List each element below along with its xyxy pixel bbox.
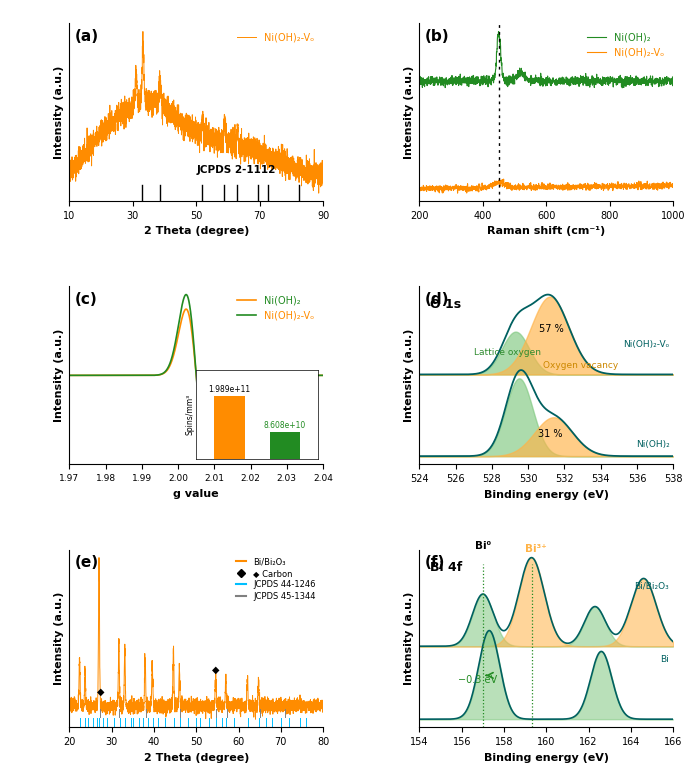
Y-axis label: Intensity (a.u.): Intensity (a.u.) [404,592,414,685]
Text: Bi³⁺: Bi³⁺ [525,544,547,554]
Y-axis label: Intensity (a.u.): Intensity (a.u.) [404,328,414,422]
Text: (f): (f) [425,555,445,570]
X-axis label: Raman shift (cm⁻¹): Raman shift (cm⁻¹) [487,227,605,236]
Text: Bi: Bi [660,655,669,664]
Text: Ni(OH)₂-Vₒ: Ni(OH)₂-Vₒ [623,340,670,350]
X-axis label: g value: g value [174,489,219,498]
Text: O 1s: O 1s [430,298,461,310]
Legend: Ni(OH)₂, Ni(OH)₂-Vₒ: Ni(OH)₂, Ni(OH)₂-Vₒ [233,292,319,324]
Text: Ni(OH)₂: Ni(OH)₂ [636,439,670,449]
Y-axis label: Intensity (a.u.): Intensity (a.u.) [54,328,64,422]
Text: (b): (b) [425,29,449,44]
Text: Bi⁰: Bi⁰ [475,541,491,551]
X-axis label: Binding energy (eV): Binding energy (eV) [484,490,609,500]
Text: (e): (e) [74,555,99,570]
Text: Oxygen vacancy: Oxygen vacancy [543,361,618,370]
X-axis label: 2 Theta (degree): 2 Theta (degree) [144,752,249,762]
Legend: Ni(OH)₂-Vₒ: Ni(OH)₂-Vₒ [233,28,319,46]
Text: (a): (a) [74,29,99,44]
Text: (d): (d) [425,292,449,307]
X-axis label: Binding energy (eV): Binding energy (eV) [484,752,609,762]
Text: ◆: ◆ [97,687,105,697]
Text: −0.3 eV: −0.3 eV [457,675,497,685]
Y-axis label: Intensity (a.u.): Intensity (a.u.) [54,592,64,685]
Text: JCPDS 2-1112: JCPDS 2-1112 [196,165,276,174]
Text: ◆: ◆ [212,665,219,675]
Y-axis label: Intensity (a.u.): Intensity (a.u.) [54,66,64,159]
Legend: Bi/Bi₂O₃, ◆ Carbon, JCPDS 44-1246, JCPDS 45-1344: Bi/Bi₂O₃, ◆ Carbon, JCPDS 44-1246, JCPDS… [233,554,319,604]
Text: Bi/Bi₂O₃: Bi/Bi₂O₃ [634,582,669,591]
X-axis label: 2 Theta (degree): 2 Theta (degree) [144,227,249,236]
Text: Lattice oxygen: Lattice oxygen [474,348,541,357]
Y-axis label: Intensity (a.u.): Intensity (a.u.) [404,66,414,159]
Text: (c): (c) [74,292,97,307]
Text: 31 %: 31 % [538,429,562,439]
Legend: Ni(OH)₂, Ni(OH)₂-Vₒ: Ni(OH)₂, Ni(OH)₂-Vₒ [583,28,668,61]
Text: 57 %: 57 % [539,324,564,334]
Text: Bi 4f: Bi 4f [430,561,462,574]
